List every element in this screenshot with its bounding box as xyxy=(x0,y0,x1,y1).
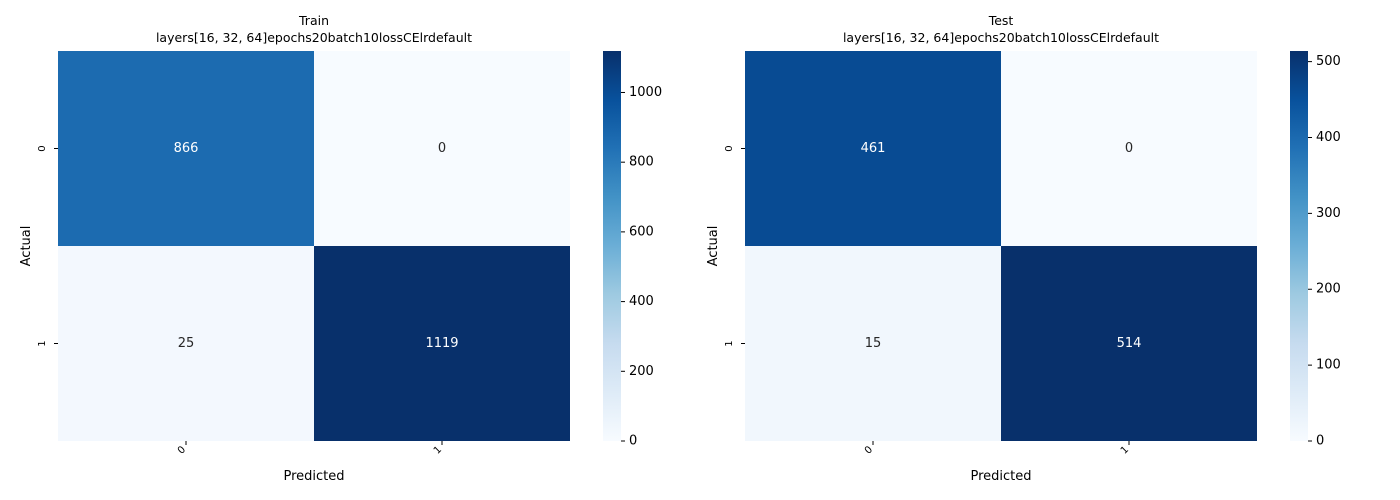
test-cell-label-0-0: 461 xyxy=(861,141,886,156)
test-cbar-tick-label-4: 400 xyxy=(1316,130,1341,145)
train-xtick-label-0: 0 xyxy=(176,444,188,456)
train-xlabel: Predicted xyxy=(283,469,344,484)
train-colorbar-ticks: 0 200 400 600 800 1000 xyxy=(621,85,662,449)
train-cbar-tick-label-1: 200 xyxy=(629,364,654,379)
train-title: Train xyxy=(298,13,329,28)
test-cell-0-0 xyxy=(745,51,1001,246)
test-colorbar xyxy=(1290,51,1308,441)
test-ylabel: Actual xyxy=(706,226,721,267)
test-cbar-tick-label-0: 0 xyxy=(1316,434,1324,449)
test-cbar-tick-label-1: 100 xyxy=(1316,358,1341,373)
train-cell-label-0-0: 866 xyxy=(174,141,199,156)
train-cell-0-0 xyxy=(58,51,314,246)
train-cell-label-1-0: 25 xyxy=(178,336,195,351)
test-cell-1-1 xyxy=(1001,246,1257,441)
test-cell-0-1 xyxy=(1001,51,1257,246)
test-cell-label-0-1: 0 xyxy=(1125,141,1133,156)
train-cbar-tick-label-4: 800 xyxy=(629,155,654,170)
test-ytick-label-0: 0 xyxy=(724,145,735,151)
test-cbar-tick-label-5: 500 xyxy=(1316,54,1341,69)
train-cbar-tick-label-0: 0 xyxy=(629,434,637,449)
test-ytick-label-1: 1 xyxy=(724,340,735,346)
test-cell-label-1-0: 15 xyxy=(865,336,882,351)
test-colorbar-ticks: 0 100 200 300 400 500 xyxy=(1308,54,1341,449)
train-panel: Train layers[16, 32, 64]epochs20batch10l… xyxy=(19,13,662,484)
test-panel: Test layers[16, 32, 64]epochs20batch10lo… xyxy=(706,13,1341,484)
train-cbar-tick-label-2: 400 xyxy=(629,294,654,309)
test-cbar-tick-label-2: 200 xyxy=(1316,282,1341,297)
test-cell-label-1-1: 514 xyxy=(1117,336,1142,351)
train-xtick-label-1: 1 xyxy=(432,444,444,456)
train-ytick-label-0: 0 xyxy=(37,145,48,151)
train-cell-label-0-1: 0 xyxy=(438,141,446,156)
train-subtitle: layers[16, 32, 64]epochs20batch10lossCEl… xyxy=(156,30,472,45)
train-colorbar xyxy=(603,51,621,441)
test-subtitle: layers[16, 32, 64]epochs20batch10lossCEl… xyxy=(843,30,1159,45)
train-ytick-label-1: 1 xyxy=(37,340,48,346)
test-cell-1-0 xyxy=(745,246,1001,441)
train-cell-1-1 xyxy=(314,246,570,441)
train-cbar-tick-label-5: 1000 xyxy=(629,85,662,100)
train-cbar-tick-label-3: 600 xyxy=(629,224,654,239)
test-xtick-label-1: 1 xyxy=(1119,444,1131,456)
train-cell-1-0 xyxy=(58,246,314,441)
train-ylabel: Actual xyxy=(19,226,34,267)
train-cell-label-1-1: 1119 xyxy=(425,336,458,351)
test-cbar-tick-label-3: 300 xyxy=(1316,206,1341,221)
test-title: Test xyxy=(988,13,1014,28)
test-xtick-label-0: 0 xyxy=(863,444,875,456)
train-cell-0-1 xyxy=(314,51,570,246)
test-xlabel: Predicted xyxy=(970,469,1031,484)
